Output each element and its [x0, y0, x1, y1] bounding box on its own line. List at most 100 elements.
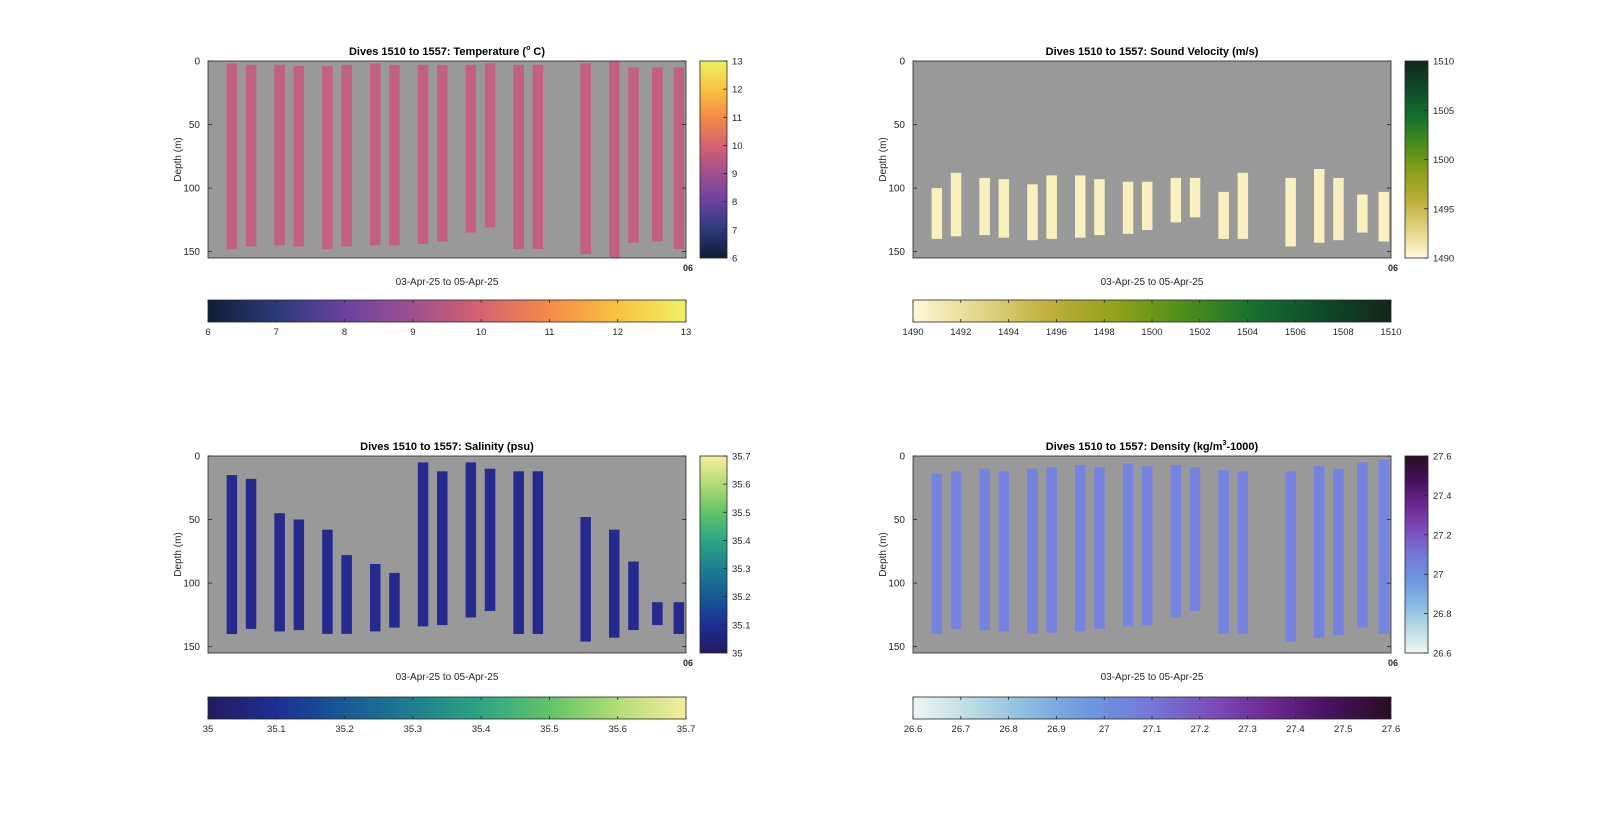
bottom-colorbar-tick-label: 27: [1099, 724, 1110, 735]
y-tick-label: 150: [183, 642, 200, 653]
dive-cast-column: [370, 63, 381, 246]
bottom-colorbar-tick-label: 1496: [1046, 327, 1067, 338]
dive-cast-column: [1237, 471, 1249, 634]
dive-cast-column: [1046, 175, 1057, 239]
axes-frame: [912, 455, 1392, 654]
dive-cast-column: [580, 63, 591, 255]
side-colorbar-tick-label: 26.6: [1433, 649, 1452, 660]
side-colorbar-tick-label: 35.4: [732, 536, 751, 547]
dive-cast-column: [580, 517, 591, 642]
side-colorbar-tick-label: 35.3: [732, 564, 751, 575]
dive-cast-column: [322, 66, 333, 250]
dive-cast-column: [979, 177, 990, 236]
dive-cast-column: [931, 188, 943, 239]
dive-cast-column: [950, 471, 962, 629]
y-tick-label: 150: [888, 642, 905, 653]
dive-cast-column: [389, 64, 400, 246]
dive-cast-column: [950, 172, 962, 237]
dive-cast-column: [226, 475, 238, 634]
side-colorbar-tick-label: 7: [732, 225, 737, 236]
chart-title: Dives 1510 to 1557: Sound Velocity (m/s): [1046, 46, 1259, 58]
bottom-colorbar-tick-label: 1508: [1333, 327, 1354, 338]
side-colorbar-tick-label: 1510: [1433, 57, 1454, 68]
dive-cast-column: [1357, 194, 1368, 233]
chart-title-segment: C): [530, 46, 545, 58]
dive-cast-column: [1027, 184, 1038, 241]
dive-cast-column: [998, 179, 1010, 238]
dive-cast-column: [609, 529, 620, 638]
dive-cast-column: [245, 64, 257, 247]
dive-cast-column: [1142, 466, 1153, 626]
axes-frame: [207, 60, 687, 259]
x-tick-label: 06: [683, 263, 693, 273]
dive-cast-column: [1046, 467, 1057, 633]
bottom-colorbar-tick-label: 26.8: [999, 724, 1018, 735]
dive-cast-column: [1027, 468, 1038, 634]
salinity-panel: 0 50 100 150 06 Dives 1510 to 1557: Salinity …: [173, 441, 751, 735]
dive-cast-column: [979, 468, 990, 631]
bottom-colorbar-tick-label: 27.5: [1334, 724, 1353, 735]
side-colorbar-tick-label: 1490: [1433, 254, 1454, 265]
dive-cast-column: [532, 471, 544, 634]
dive-cast-column: [652, 602, 663, 626]
dive-cast-column: [1170, 464, 1182, 618]
bottom-colorbar-tick-label: 10: [476, 327, 487, 338]
dive-cast-column: [532, 64, 544, 250]
bottom-colorbar-tick-label: 6: [205, 327, 210, 338]
side-colorbar-tick-label: 1500: [1433, 155, 1454, 166]
y-tick-label: 0: [194, 452, 200, 463]
side-colorbar-tick-label: 35.6: [732, 480, 751, 491]
chart-title-segment: Dives 1510 to 1557: Density (kg/m: [1046, 441, 1223, 453]
dive-cast-column: [274, 64, 285, 246]
dive-cast-column: [1314, 169, 1325, 243]
dive-cast-column: [245, 478, 257, 629]
y-tick-label: 50: [189, 120, 201, 131]
bottom-colorbar-tick-label: 27.1: [1143, 724, 1162, 735]
dive-cast-column: [1314, 466, 1325, 638]
dive-cast-column: [293, 519, 305, 631]
bottom-colorbar: [207, 299, 687, 323]
bottom-colorbar-tick-label: 1510: [1380, 327, 1401, 338]
bottom-colorbar-tick-label: 26.7: [952, 724, 971, 735]
chart-title-segment: Dives 1510 to 1557: Sound Velocity (m/s): [1046, 46, 1259, 58]
y-axis-label: Depth (m): [173, 532, 184, 576]
dive-cast-column: [931, 473, 943, 634]
dive-cast-column: [1122, 463, 1134, 627]
bottom-colorbar-tick-label: 26.6: [904, 724, 923, 735]
bottom-colorbar-tick-label: 13: [681, 327, 692, 338]
dive-cast-column: [1075, 464, 1086, 632]
dive-cast-column: [370, 564, 381, 632]
y-tick-label: 50: [894, 120, 906, 131]
bottom-colorbar-tick-label: 35.5: [540, 724, 559, 735]
side-colorbar-tick-label: 26.8: [1433, 609, 1452, 620]
y-tick-label: 0: [194, 57, 200, 68]
dive-cast-column: [513, 471, 524, 634]
dive-cast-column: [417, 64, 429, 244]
bottom-colorbar-tick-label: 27.2: [1191, 724, 1210, 735]
dive-cast-column: [1333, 468, 1344, 636]
dive-cast-column: [1357, 462, 1368, 628]
dive-cast-column: [1170, 177, 1182, 223]
bottom-colorbar-tick-label: 35.2: [335, 724, 354, 735]
side-colorbar-tick-label: 27.4: [1433, 491, 1452, 502]
chart-title-segment: -1000): [1226, 441, 1258, 453]
side-colorbar-tick-label: 1495: [1433, 204, 1454, 215]
axes-frame: [207, 455, 687, 654]
x-axis-label: 03-Apr-25 to 05-Apr-25: [1101, 277, 1204, 288]
bottom-colorbar-tick-label: 1500: [1141, 327, 1162, 338]
dive-cast-column: [484, 63, 496, 228]
bottom-colorbar-tick-label: 1498: [1094, 327, 1115, 338]
y-axis-label: Depth (m): [878, 137, 889, 181]
bottom-colorbar-tick-label: 12: [612, 327, 623, 338]
bottom-colorbar-tick-label: 1494: [998, 327, 1019, 338]
dive-cast-column: [1237, 172, 1249, 239]
chart-title-segment: 3: [1223, 440, 1227, 447]
x-tick-label: 06: [1388, 658, 1398, 668]
bottom-colorbar: [912, 696, 1392, 720]
temperature-panel: 0 50 100 150 06 Dives 1510 to 1557: Temperatu…: [173, 45, 743, 338]
chart-title-segment: Dives 1510 to 1557: Temperature (: [349, 46, 526, 58]
bottom-colorbar-tick-label: 1492: [950, 327, 971, 338]
bottom-colorbar-tick-label: 1504: [1237, 327, 1258, 338]
dive-cast-column: [484, 468, 496, 611]
side-colorbar-tick-label: 6: [732, 254, 737, 265]
